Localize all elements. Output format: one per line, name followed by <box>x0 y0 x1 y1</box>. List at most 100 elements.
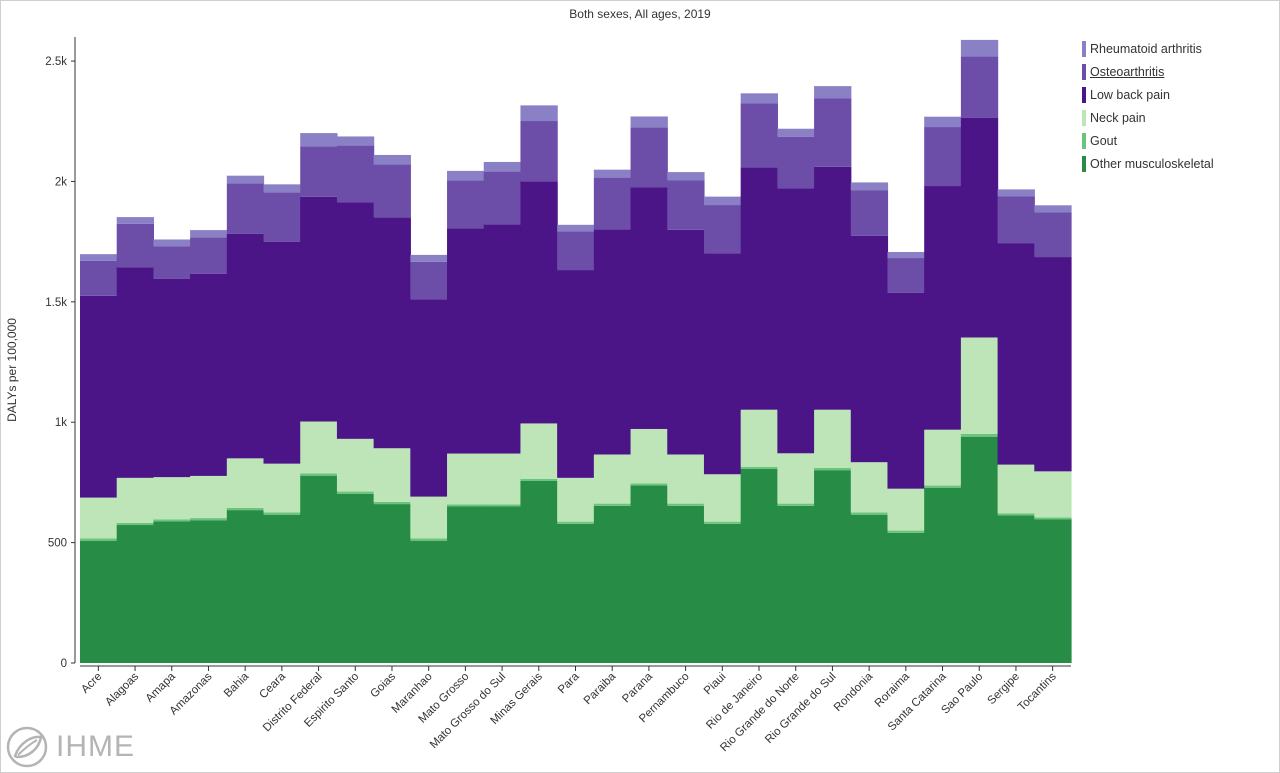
bar-segment[interactable] <box>116 525 155 663</box>
bar-segment[interactable] <box>190 520 228 663</box>
bar-segment[interactable] <box>960 56 999 118</box>
bar-segment[interactable] <box>447 453 485 505</box>
bar-segment[interactable] <box>740 167 778 410</box>
bar-segment[interactable] <box>667 505 705 663</box>
bar-segment[interactable] <box>557 523 595 663</box>
bar-segment[interactable] <box>997 513 1035 516</box>
bar-segment[interactable] <box>887 258 925 293</box>
bar-segment[interactable] <box>593 169 632 178</box>
bar-segment[interactable] <box>520 181 558 424</box>
bar-segment[interactable] <box>116 267 155 478</box>
legend-item-gout[interactable]: Gout <box>1082 129 1214 152</box>
bar-segment[interactable] <box>814 166 852 410</box>
bar-segment[interactable] <box>667 454 705 504</box>
bar-segment[interactable] <box>703 253 742 475</box>
bar-segment[interactable] <box>740 466 778 469</box>
bar-segment[interactable] <box>667 180 705 230</box>
bar-segment[interactable] <box>263 514 301 663</box>
bar-segment[interactable] <box>777 505 815 663</box>
bar-segment[interactable] <box>777 128 815 137</box>
bar-segment[interactable] <box>777 136 815 189</box>
bar-segment[interactable] <box>593 505 632 663</box>
bar-segment[interactable] <box>410 254 448 262</box>
bar-segment[interactable] <box>887 532 925 663</box>
bar-segment[interactable] <box>410 299 448 497</box>
bar-segment[interactable] <box>740 468 778 663</box>
bar-segment[interactable] <box>263 241 301 464</box>
bar-segment[interactable] <box>1034 257 1072 472</box>
bar-segment[interactable] <box>373 504 411 663</box>
bar-segment[interactable] <box>373 164 411 218</box>
bar-segment[interactable] <box>850 235 889 463</box>
bar-segment[interactable] <box>1034 471 1072 518</box>
bar-segment[interactable] <box>410 540 448 663</box>
bar-segment[interactable] <box>80 538 118 541</box>
bar-segment[interactable] <box>410 496 448 539</box>
bar-segment[interactable] <box>960 39 999 57</box>
bar-segment[interactable] <box>226 183 265 234</box>
bar-segment[interactable] <box>80 295 118 498</box>
bar-segment[interactable] <box>887 488 925 531</box>
bar-segment[interactable] <box>447 504 485 507</box>
bar-segment[interactable] <box>300 133 338 147</box>
bar-segment[interactable] <box>80 497 118 539</box>
bar-segment[interactable] <box>593 503 632 506</box>
legend-item-rheumatoid-arthritis[interactable]: Rheumatoid arthritis <box>1082 37 1214 60</box>
bar-segment[interactable] <box>814 86 852 99</box>
bar-segment[interactable] <box>116 477 155 523</box>
bar-segment[interactable] <box>410 261 448 300</box>
bar-segment[interactable] <box>703 205 742 254</box>
bar-segment[interactable] <box>557 477 595 522</box>
bar-segment[interactable] <box>703 521 742 524</box>
bar-segment[interactable] <box>153 521 191 663</box>
bar-segment[interactable] <box>153 477 191 520</box>
bar-segment[interactable] <box>226 233 265 459</box>
bar-segment[interactable] <box>630 187 668 429</box>
bar-segment[interactable] <box>814 470 852 663</box>
bar-segment[interactable] <box>336 491 375 494</box>
bar-segment[interactable] <box>924 127 962 187</box>
bar-segment[interactable] <box>924 116 962 128</box>
bar-segment[interactable] <box>190 230 228 238</box>
bar-segment[interactable] <box>226 510 265 663</box>
bar-segment[interactable] <box>557 224 595 232</box>
bar-segment[interactable] <box>447 170 485 181</box>
bar-segment[interactable] <box>740 409 778 467</box>
bar-segment[interactable] <box>153 239 191 247</box>
bar-segment[interactable] <box>850 462 889 513</box>
bar-segment[interactable] <box>190 237 228 274</box>
bar-segment[interactable] <box>814 98 852 167</box>
bar-segment[interactable] <box>447 506 485 664</box>
bar-segment[interactable] <box>887 292 925 489</box>
bar-segment[interactable] <box>593 454 632 504</box>
bar-segment[interactable] <box>483 453 522 505</box>
bar-segment[interactable] <box>593 177 632 230</box>
bar-segment[interactable] <box>1034 205 1072 213</box>
bar-segment[interactable] <box>520 105 558 122</box>
bar-segment[interactable] <box>410 538 448 541</box>
bar-segment[interactable] <box>557 270 595 478</box>
bar-segment[interactable] <box>300 146 338 197</box>
bar-segment[interactable] <box>997 196 1035 244</box>
bar-segment[interactable] <box>263 184 301 193</box>
bar-segment[interactable] <box>336 493 375 663</box>
bar-segment[interactable] <box>997 464 1035 514</box>
bar-segment[interactable] <box>814 409 852 468</box>
bar-segment[interactable] <box>447 180 485 229</box>
bar-segment[interactable] <box>667 229 705 455</box>
bar-segment[interactable] <box>557 521 595 524</box>
bar-segment[interactable] <box>226 458 265 508</box>
bar-segment[interactable] <box>667 172 705 181</box>
bar-segment[interactable] <box>226 175 265 184</box>
bar-segment[interactable] <box>997 243 1035 465</box>
bar-segment[interactable] <box>740 103 778 168</box>
bar-segment[interactable] <box>263 463 301 513</box>
bar-segment[interactable] <box>336 136 375 146</box>
bar-segment[interactable] <box>557 231 595 271</box>
bar-segment[interactable] <box>960 436 999 663</box>
bar-segment[interactable] <box>850 514 889 663</box>
bar-segment[interactable] <box>153 278 191 478</box>
legend-item-low-back-pain[interactable]: Low back pain <box>1082 83 1214 106</box>
bar-segment[interactable] <box>226 507 265 511</box>
bar-segment[interactable] <box>630 483 668 486</box>
